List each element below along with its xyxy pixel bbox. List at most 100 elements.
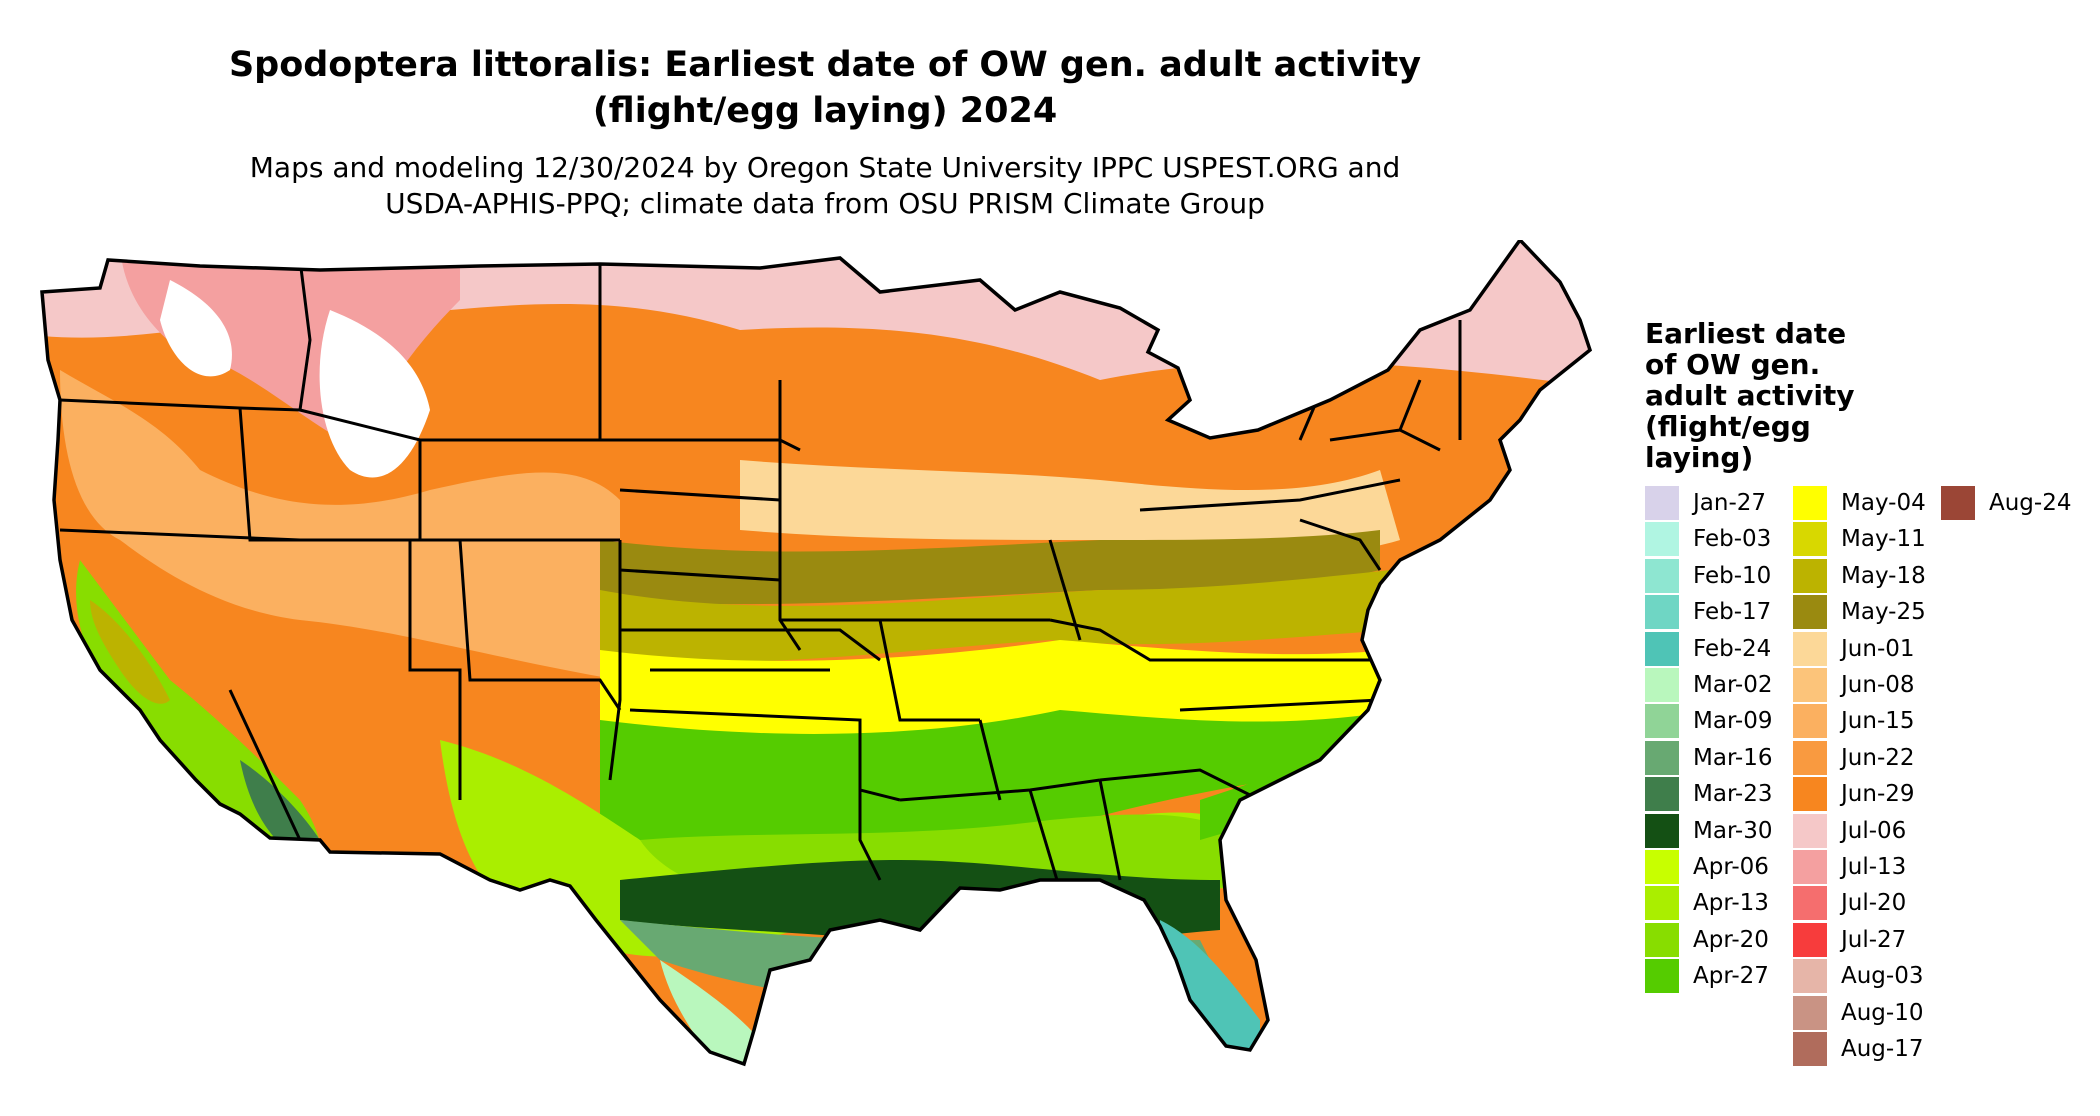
legend-label: Jul-06 [1841, 817, 1907, 844]
legend-item: Feb-03 [1645, 522, 1772, 557]
legend-swatch [1645, 886, 1679, 921]
legend-label: Jan-27 [1693, 490, 1767, 516]
legend-item: May-18 [1793, 558, 1926, 593]
legend-label: Mar-09 [1693, 708, 1773, 735]
legend-item: Jan-27 [1645, 486, 1766, 520]
legend-label: Apr-13 [1693, 890, 1769, 917]
legend-swatch [1793, 922, 1827, 957]
legend-item: Aug-24 [1941, 486, 2071, 520]
legend-label: Feb-10 [1693, 562, 1772, 589]
legend-item: Feb-17 [1645, 595, 1771, 630]
legend-swatch [1793, 886, 1827, 921]
legend-title-line: laying) [1645, 441, 1754, 474]
legend-item: Mar-09 [1645, 704, 1773, 739]
legend-swatch [1645, 959, 1679, 994]
legend-label: Aug-10 [1841, 999, 1924, 1026]
legend-swatch [1793, 704, 1827, 739]
state-boundaries [59, 259, 1462, 891]
legend-label: Jul-13 [1841, 854, 1907, 880]
legend-label: May-11 [1841, 526, 1926, 553]
legend-label: Jun-22 [1841, 744, 1915, 771]
legend-swatch [1793, 995, 1827, 1030]
legend-item: Aug-17 [1793, 1032, 1923, 1066]
legend-label: Mar-23 [1693, 781, 1773, 808]
legend-item: Apr-27 [1645, 959, 1769, 994]
legend-swatch [1941, 486, 1975, 520]
legend-item: May-11 [1793, 522, 1926, 557]
legend-item: Jun-15 [1793, 704, 1915, 739]
legend-swatch [1793, 631, 1827, 666]
legend-item: Feb-24 [1645, 631, 1772, 666]
legend-swatch [1793, 595, 1827, 630]
legend-swatch [1645, 704, 1679, 739]
map-subtitle-line-1: Maps and modeling 12/30/2024 by Oregon S… [249, 151, 1401, 184]
legend-label: Jul-27 [1841, 926, 1907, 953]
legend-swatch [1793, 522, 1827, 557]
legend-swatch [1645, 777, 1679, 812]
legend-label: Feb-03 [1693, 526, 1772, 553]
map-subtitle: Maps and modeling 12/30/2024 by Oregon S… [60, 150, 1590, 222]
legend-label: Apr-06 [1693, 854, 1769, 880]
legend-label: May-25 [1841, 599, 1926, 626]
legend-item: Mar-02 [1645, 668, 1773, 702]
legend-swatch [1793, 959, 1827, 994]
legend-swatch [1645, 595, 1679, 630]
legend-swatch [1645, 668, 1679, 702]
legend-label: Aug-03 [1841, 963, 1924, 990]
legend-swatch [1793, 558, 1827, 593]
legend-item: Jun-29 [1793, 777, 1915, 812]
legend-swatch [1793, 486, 1827, 520]
legend-label: Mar-02 [1693, 672, 1773, 698]
map-subtitle-line-2: USDA-APHIS-PPQ; climate data from OSU PR… [385, 187, 1265, 220]
legend-swatch [1645, 850, 1679, 884]
legend-label: May-04 [1841, 490, 1926, 516]
activity-date-bands [42, 240, 1590, 1064]
legend-swatch [1645, 922, 1679, 957]
legend-title-line: adult activity [1645, 379, 1855, 412]
legend-label: Apr-20 [1693, 926, 1769, 953]
legend-title-line: Earliest date [1645, 317, 1847, 350]
legend-item: Jun-22 [1793, 740, 1915, 775]
legend-item: Apr-13 [1645, 886, 1769, 921]
legend-item: Jun-01 [1793, 631, 1915, 666]
legend-item: Jul-13 [1793, 850, 1906, 884]
legend-label: Feb-24 [1693, 635, 1772, 662]
map-title-line-1: Spodoptera littoralis: Earliest date of … [228, 45, 1422, 85]
legend-item: Mar-30 [1645, 813, 1773, 848]
legend-title-line: of OW gen. [1645, 348, 1821, 381]
legend-swatch [1793, 668, 1827, 702]
legend-swatch [1645, 631, 1679, 666]
legend-item: Feb-10 [1645, 558, 1772, 593]
legend-swatch [1645, 813, 1679, 848]
legend-item: Mar-23 [1645, 777, 1773, 812]
legend-label: Jun-15 [1841, 708, 1915, 735]
legend-item: Jul-27 [1793, 922, 1907, 957]
us-degree-day-map [40, 240, 1592, 1066]
legend-label: Apr-27 [1693, 963, 1769, 990]
legend-item: Apr-06 [1645, 850, 1769, 884]
legend-item: Mar-16 [1645, 740, 1773, 775]
legend-label: Aug-24 [1989, 490, 2072, 516]
legend-label: Jun-08 [1841, 672, 1915, 698]
legend-item: May-04 [1793, 486, 1926, 520]
legend-label: Jul-20 [1841, 890, 1907, 917]
legend-item: Aug-03 [1793, 959, 1924, 994]
legend-label: Jun-01 [1841, 635, 1915, 662]
legend-item: Aug-10 [1793, 995, 1924, 1030]
legend-item: May-25 [1793, 595, 1926, 630]
legend-swatch [1793, 813, 1827, 848]
legend-swatch [1793, 777, 1827, 812]
legend-swatch [1793, 740, 1827, 775]
legend-label: Aug-17 [1841, 1036, 1924, 1062]
legend-title-line: (flight/egg [1645, 410, 1811, 443]
legend-item: Apr-20 [1645, 922, 1769, 957]
legend-item: Jul-06 [1793, 813, 1907, 848]
legend-swatch [1645, 558, 1679, 593]
legend-label: May-18 [1841, 562, 1926, 589]
legend-label: Mar-30 [1693, 817, 1773, 844]
legend-title: Earliest date of OW gen. adult activity … [1645, 318, 1905, 473]
legend-swatch [1645, 740, 1679, 775]
legend-swatch [1793, 1032, 1827, 1066]
legend-swatch [1645, 486, 1679, 520]
legend-swatch [1645, 522, 1679, 557]
